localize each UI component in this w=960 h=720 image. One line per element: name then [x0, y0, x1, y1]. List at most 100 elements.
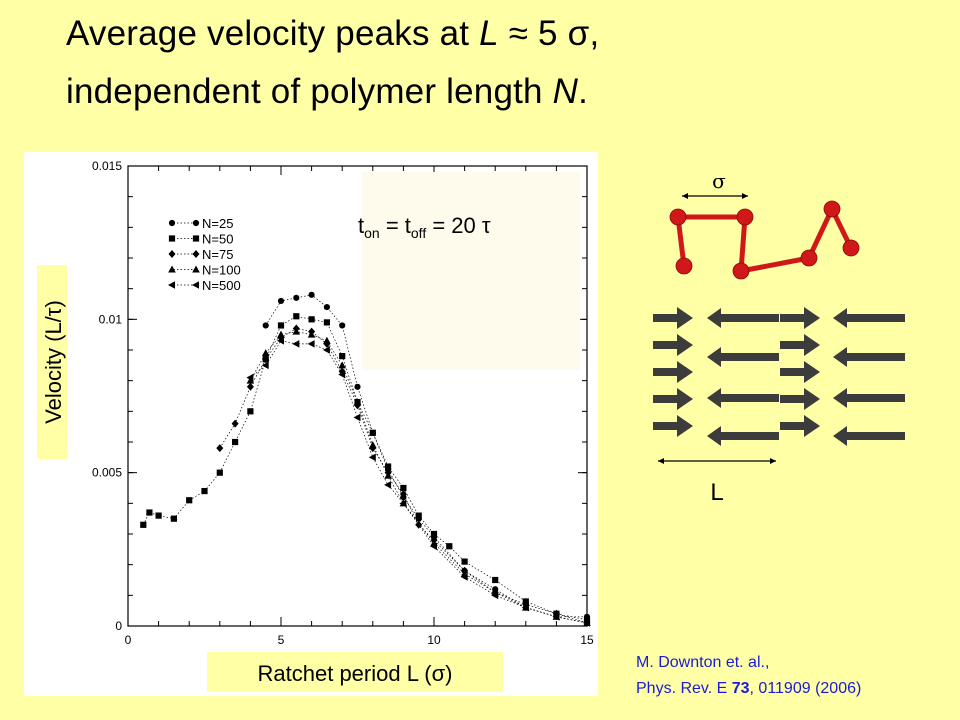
series-line-5 [250, 340, 588, 624]
data-point [338, 367, 346, 376]
data-point [293, 313, 300, 320]
data-point [323, 319, 330, 326]
data-point [292, 340, 300, 348]
L-dimension: L [658, 458, 776, 506]
data-point [186, 497, 193, 504]
title-text-2: independent of polymer length [66, 72, 553, 111]
right-arrow-head [677, 361, 693, 383]
data-point [399, 490, 407, 499]
right-arrow-shaft [653, 368, 679, 376]
legend-marker [192, 235, 200, 242]
right-arrow-head [677, 334, 693, 356]
data-point [369, 441, 377, 449]
x-tick-label: 15 [580, 633, 594, 647]
data-point [552, 613, 560, 621]
polymer-bead [669, 208, 687, 226]
data-point [430, 530, 438, 538]
data-point [261, 349, 270, 357]
title-N: N [552, 72, 579, 111]
right-arrow-shaft [653, 422, 679, 430]
right-arrow-shaft [653, 314, 679, 322]
L-label: L [710, 479, 723, 506]
data-point [384, 481, 392, 489]
data-point [338, 370, 346, 379]
left-arrow-shaft [843, 432, 905, 440]
left-arrow-shaft [843, 314, 905, 322]
data-point [155, 512, 162, 519]
polymer-bead [800, 249, 818, 267]
series-line-3 [219, 328, 588, 624]
data-point [140, 521, 147, 528]
slide-title-line-1: Average velocity peaks at L ≈ 5 σ, [66, 14, 599, 54]
right-arrow-head [804, 334, 820, 356]
data-point [430, 542, 437, 551]
data-point [246, 373, 254, 382]
plot-frame [127, 165, 588, 627]
series-line-4 [250, 331, 588, 624]
data-point [415, 520, 423, 529]
legend-label: N=50 [202, 232, 233, 247]
legend-label: N=25 [202, 216, 233, 231]
data-point [461, 558, 468, 565]
legend-marker [192, 265, 200, 273]
x-tick-label: 5 [278, 633, 285, 647]
right-arrow-head [677, 415, 693, 437]
data-point [247, 408, 254, 415]
data-point [277, 330, 285, 338]
potential-arrows [653, 307, 905, 446]
series-markers [140, 291, 591, 627]
polymer-bead [823, 200, 841, 218]
left-arrow-head [833, 388, 847, 408]
data-point [338, 361, 346, 369]
data-point [216, 444, 224, 453]
data-point [369, 429, 376, 436]
data-point [308, 316, 315, 323]
right-arrow-shaft [780, 341, 806, 349]
right-arrow-head [677, 388, 693, 410]
right-arrow-head [804, 388, 820, 410]
x-tick-label: 0 [125, 633, 132, 647]
data-point [353, 413, 361, 422]
left-arrow-head [707, 347, 721, 367]
data-point [385, 463, 392, 470]
citation-pages-year: , 011909 (2006) [749, 680, 862, 697]
data-point [322, 346, 330, 354]
data-point [262, 322, 269, 329]
data-point [170, 515, 177, 522]
y-tick-label: 0.015 [92, 159, 122, 173]
citation-authors: M. Downton et. al., [636, 654, 770, 671]
right-arrow-head [804, 307, 820, 329]
legend-label: N=75 [202, 247, 233, 262]
left-arrow-head [707, 426, 721, 446]
right-arrow-shaft [780, 368, 806, 376]
left-arrow-shaft [843, 394, 905, 402]
data-point [307, 330, 316, 338]
data-point [201, 487, 208, 495]
left-arrow-head [707, 388, 721, 408]
polymer-bead [736, 208, 754, 226]
data-point [323, 336, 331, 344]
left-arrow-shaft [843, 353, 905, 361]
data-point [277, 322, 285, 329]
polymer-chain [669, 200, 860, 280]
data-point [368, 453, 376, 462]
data-point [246, 382, 254, 391]
title-comma: , [589, 14, 600, 53]
data-point [354, 383, 361, 390]
data-point [323, 303, 330, 311]
legend-marker [168, 235, 176, 242]
citation-journal-name: Phys. Rev. E [636, 680, 732, 697]
right-arrow-shaft [780, 314, 806, 322]
data-point [277, 337, 284, 345]
data-point [521, 603, 529, 612]
legend-label: N=100 [202, 263, 241, 278]
data-point [384, 471, 392, 479]
data-point [308, 291, 315, 298]
y-label-box [37, 265, 67, 459]
left-arrow-shaft [717, 314, 779, 322]
timing-annotation: ton = toff = 20 τ [358, 213, 491, 241]
data-point [216, 469, 223, 476]
polymer-bead [842, 239, 860, 257]
data-point [232, 438, 239, 446]
